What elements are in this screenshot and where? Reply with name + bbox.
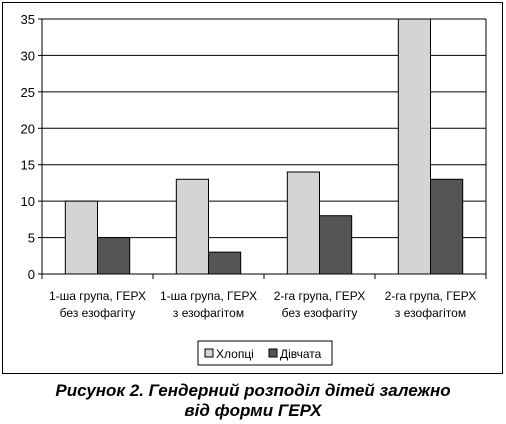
bar-girls: [319, 215, 353, 275]
caption-line-1: Рисунок 2. Гендерний розподіл дітей зале…: [55, 381, 451, 400]
bar-girls: [97, 237, 131, 275]
bar-boys: [64, 200, 98, 275]
legend-label: Дівчата: [280, 347, 322, 361]
legend: [197, 340, 333, 366]
bar-boys: [397, 18, 431, 275]
x-category-label: з езофагітом: [395, 306, 466, 320]
legend-swatch-boys: [204, 348, 214, 358]
bar-boys: [286, 171, 320, 275]
figure-caption: Рисунок 2. Гендерний розподіл дітей зале…: [0, 381, 506, 421]
x-category-label: з езофагітом: [173, 306, 244, 320]
legend-swatch-girls: [268, 348, 278, 358]
y-tick-label: 20: [21, 121, 35, 136]
caption-line-2: від форми ГЕРХ: [184, 401, 322, 420]
legend-label: Хлопці: [216, 347, 254, 361]
y-tick-label: 25: [21, 85, 35, 100]
x-category-label: 1-ша група, ГЕРХ: [160, 289, 257, 303]
y-tick-label: 5: [28, 231, 35, 246]
bar-girls: [430, 178, 464, 275]
y-tick-label: 15: [21, 158, 35, 173]
x-category-label: 2-га група, ГЕРХ: [274, 289, 366, 303]
x-category-label: без езофагіту: [60, 306, 136, 320]
x-category-label: 1-ша група, ГЕРХ: [49, 289, 146, 303]
y-tick-label: 0: [28, 267, 35, 282]
bar-boys: [175, 178, 209, 275]
bar-girls: [208, 251, 242, 275]
y-tick-label: 10: [21, 194, 35, 209]
bar-chart: 0 5 10 15 20 25 30 35 1-ша група, ГЕРХ без езофаг…: [21, 12, 487, 366]
x-category-label: без езофагіту: [282, 306, 358, 320]
y-tick-label: 35: [21, 12, 35, 27]
y-tick-label: 30: [21, 48, 35, 63]
x-category-label: 2-га група, ГЕРХ: [385, 289, 477, 303]
